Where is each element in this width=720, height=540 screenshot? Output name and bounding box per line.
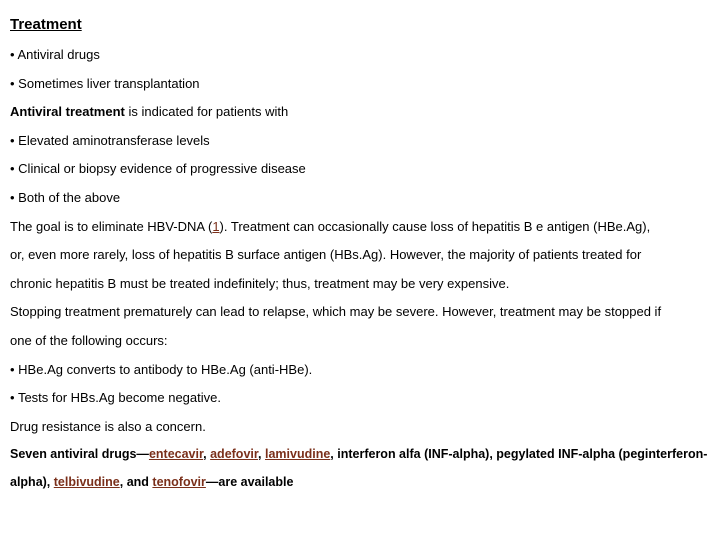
paragraph-indicated: Antiviral treatment is indicated for pat… xyxy=(10,98,710,127)
bullet-both: Both of the above xyxy=(10,184,710,213)
paragraph-goal-line1: The goal is to eliminate HBV-DNA (1). Tr… xyxy=(10,213,710,242)
antiviral-treatment-label: Antiviral treatment xyxy=(10,104,125,119)
drug-telbivudine-link[interactable]: telbivudine xyxy=(54,475,120,489)
bullet-antiviral-drugs: Antiviral drugs xyxy=(10,41,710,70)
goal-text-a: The goal is to eliminate HBV-DNA ( xyxy=(10,219,212,234)
paragraph-indicated-rest: is indicated for patients with xyxy=(125,104,288,119)
comma-2: , xyxy=(258,447,265,461)
reference-1-link[interactable]: 1 xyxy=(212,219,219,234)
paragraph-stopping-line1: Stopping treatment prematurely can lead … xyxy=(10,298,710,327)
drugs-text-2: , interferon alfa (INF-alpha), pegylated… xyxy=(330,447,707,461)
drug-entecavir-link[interactable]: entecavir xyxy=(149,447,203,461)
drugs-text-3: alpha), xyxy=(10,475,54,489)
paragraph-resistance: Drug resistance is also a concern. xyxy=(10,413,710,442)
paragraph-goal-line3: chronic hepatitis B must be treated inde… xyxy=(10,270,710,299)
bullet-liver-transplantation: Sometimes liver transplantation xyxy=(10,70,710,99)
drugs-text-4: —are available xyxy=(206,475,294,489)
bullet-progressive-disease: Clinical or biopsy evidence of progressi… xyxy=(10,155,710,184)
paragraph-stopping-line2: one of the following occurs: xyxy=(10,327,710,356)
paragraph-drugs-line2: alpha), telbivudine, and tenofovir—are a… xyxy=(10,469,710,497)
bullet-aminotransferase: Elevated aminotransferase levels xyxy=(10,127,710,156)
comma-3: , and xyxy=(120,475,153,489)
drug-tenofovir-link[interactable]: tenofovir xyxy=(152,475,205,489)
bullet-hbsag-negative: Tests for HBs.Ag become negative. xyxy=(10,384,710,413)
section-heading: Treatment xyxy=(10,8,710,41)
drugs-text-1: Seven antiviral drugs— xyxy=(10,447,149,461)
paragraph-goal-line2: or, even more rarely, loss of hepatitis … xyxy=(10,241,710,270)
goal-text-b: ). Treatment can occasionally cause loss… xyxy=(220,219,651,234)
paragraph-drugs-line1: Seven antiviral drugs—entecavir, adefovi… xyxy=(10,441,710,469)
drug-lamivudine-link[interactable]: lamivudine xyxy=(265,447,330,461)
bullet-hbeag-converts: HBe.Ag converts to antibody to HBe.Ag (a… xyxy=(10,356,710,385)
drug-adefovir-link[interactable]: adefovir xyxy=(210,447,258,461)
